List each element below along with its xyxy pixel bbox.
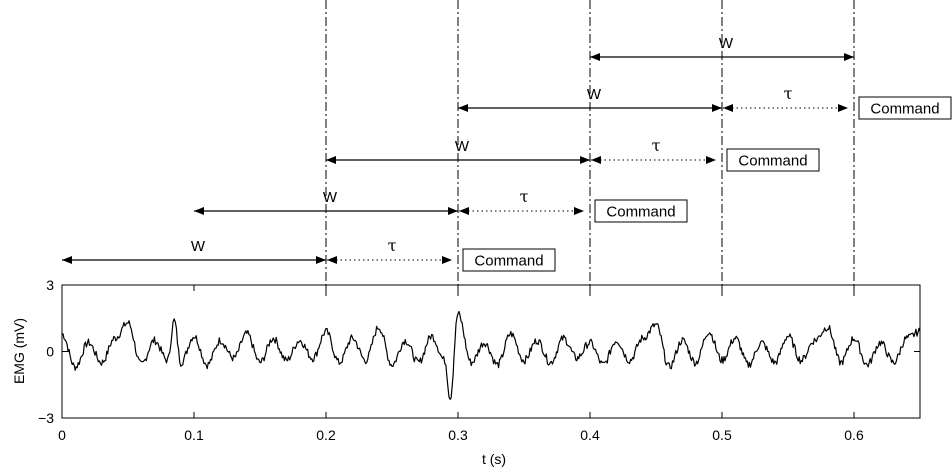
y-axis-title: EMG (mV) <box>11 318 27 384</box>
window-label: W <box>719 35 734 52</box>
command-box: Command <box>462 248 556 272</box>
command-label: Command <box>870 101 939 118</box>
x-axis-title: t (s) <box>482 451 506 467</box>
x-tick-label: 0.4 <box>580 427 600 443</box>
x-tick-label: 0.5 <box>712 427 732 443</box>
y-tick-label: −3 <box>38 410 54 426</box>
x-tick-label: 0.2 <box>316 427 336 443</box>
command-label: Command <box>474 253 543 270</box>
emg-trace <box>62 310 921 400</box>
plot-frame <box>61 284 921 419</box>
command-box-frame <box>462 248 556 272</box>
command-box: Command <box>726 148 820 172</box>
delay-label: τ <box>784 84 793 103</box>
command-box-frame <box>594 199 688 223</box>
delay-label: τ <box>520 187 529 206</box>
dashed-markers <box>325 0 855 296</box>
command-label: Command <box>738 153 807 170</box>
command-box-frame <box>726 148 820 172</box>
window-label: W <box>455 138 470 155</box>
emg-plot: 0 0.1 0.2 0.3 0.4 0.5 0.630−3 t (s) EMG (mV) <box>11 277 921 467</box>
window-label: W <box>191 238 206 255</box>
command-box-frame <box>858 96 952 120</box>
y-tick-label: 0 <box>46 344 54 360</box>
x-tick-label: 0 <box>58 427 66 443</box>
window-label: W <box>587 86 602 103</box>
command-box: Command <box>594 199 688 223</box>
x-tick-label: 0.3 <box>448 427 468 443</box>
command-box: Command <box>858 96 952 120</box>
delay-label: τ <box>388 236 397 255</box>
x-tick-label: 0.1 <box>184 427 204 443</box>
delay-label: τ <box>652 136 661 155</box>
command-label: Command <box>606 204 675 221</box>
x-tick-label: 0.6 <box>844 427 864 443</box>
window-label: W <box>323 189 338 206</box>
y-tick-label: 3 <box>46 277 54 293</box>
axis-ticks: 0 0.1 0.2 0.3 0.4 0.5 0.630−3 <box>38 277 920 443</box>
